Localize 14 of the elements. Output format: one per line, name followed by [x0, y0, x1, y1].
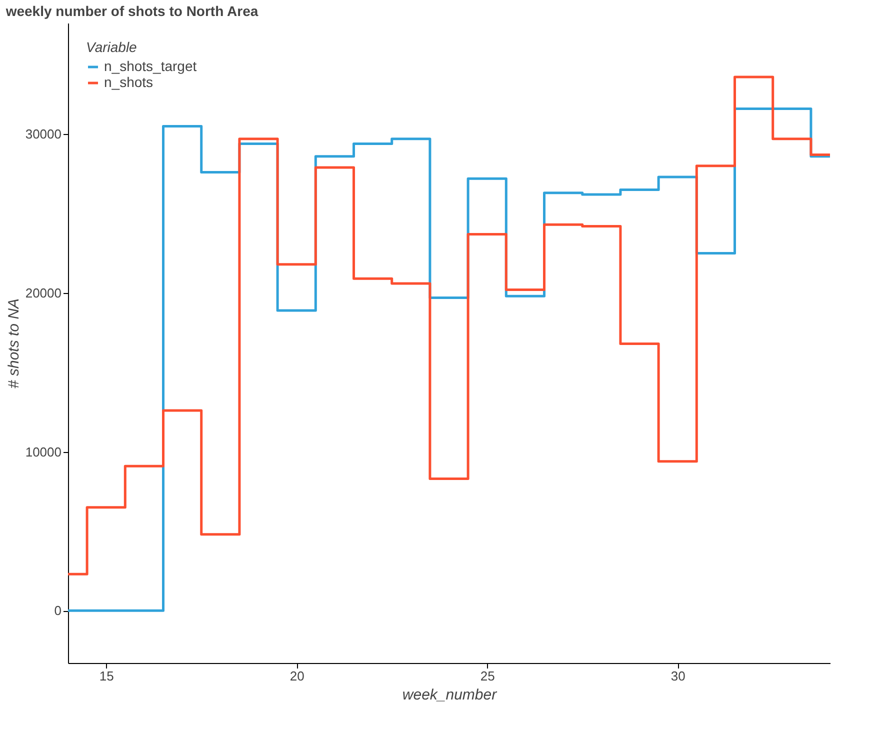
y-tick-label: 0	[54, 603, 62, 618]
y-tick-label: 10000	[25, 444, 62, 460]
y-tick-label: 30000	[25, 126, 62, 142]
legend-label: n_shots_target	[104, 58, 197, 74]
x-tick-label: 20	[290, 668, 304, 684]
x-tick-label: 30	[670, 668, 686, 684]
legend-label: n_shots	[104, 74, 154, 90]
x-tick-label: 15	[99, 668, 114, 684]
chart-title: weekly number of shots to North Area	[4, 3, 258, 19]
x-tick-label: 25	[480, 668, 495, 684]
y-axis-title: # shots to NA	[5, 298, 22, 389]
x-axis-title: week_number	[402, 686, 498, 704]
legend-title: Variable	[86, 39, 138, 55]
y-tick-label: 20000	[25, 285, 62, 300]
